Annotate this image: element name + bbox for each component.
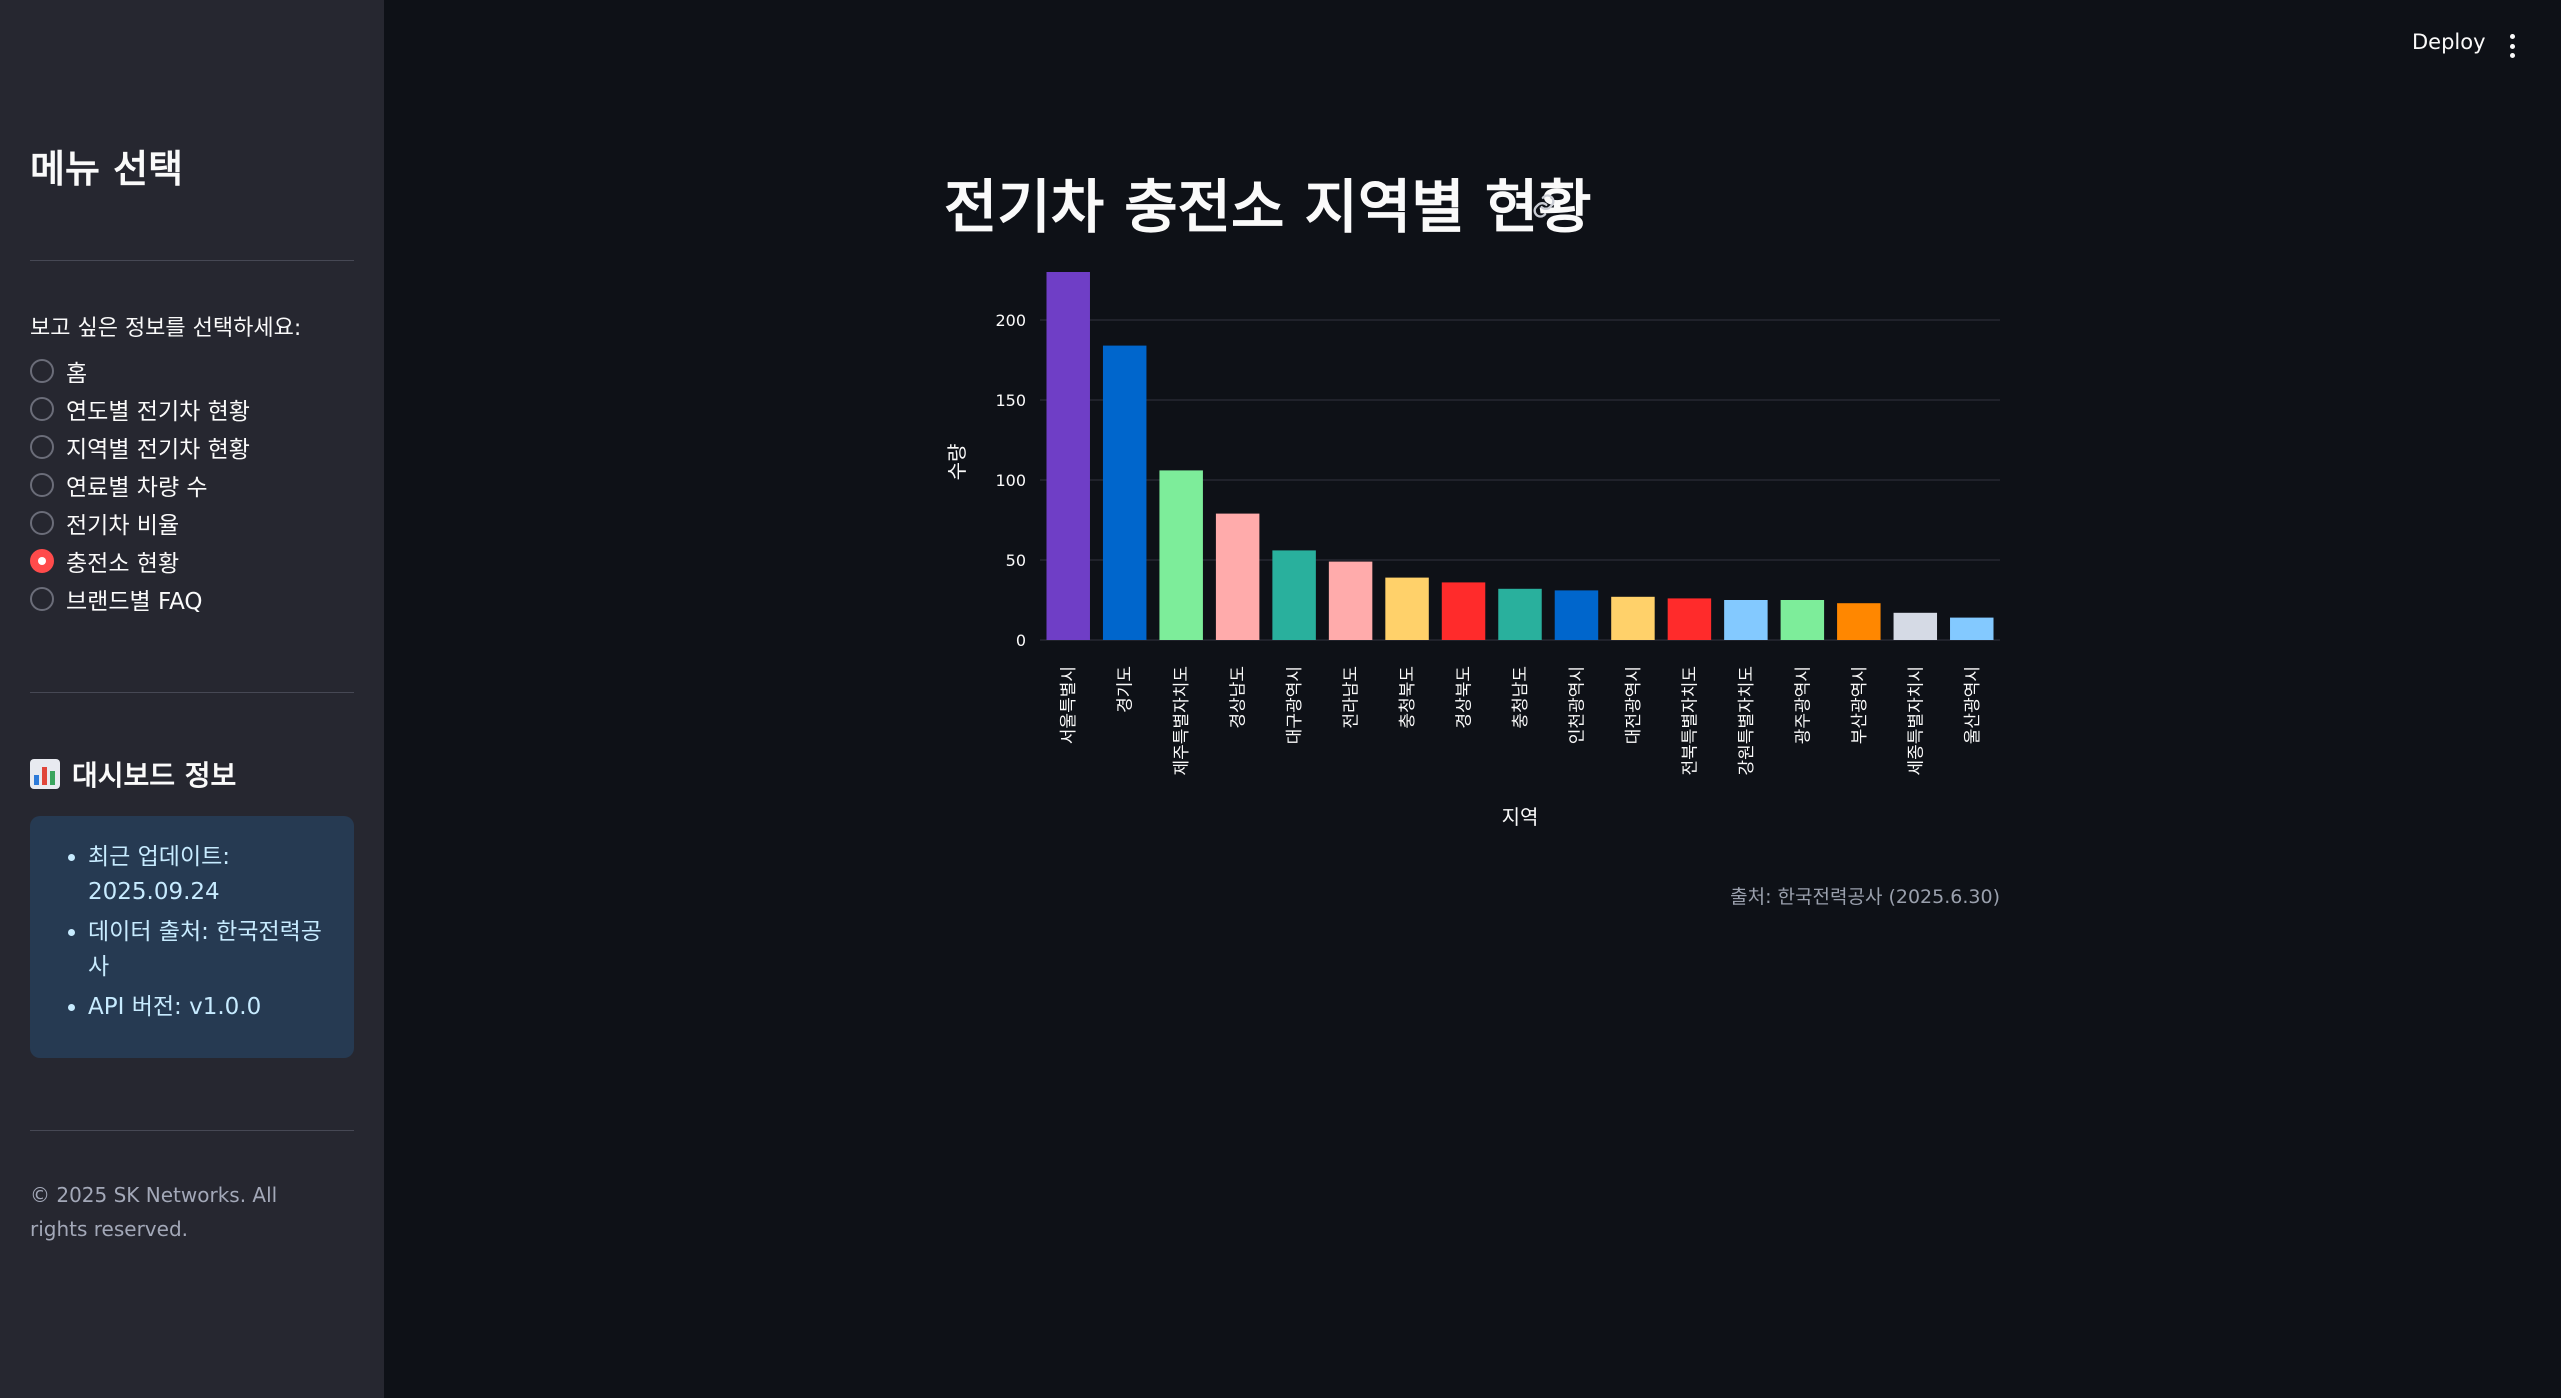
x-tick-label: 울산광역시 <box>1963 666 1983 744</box>
bar <box>1611 596 1655 640</box>
x-tick-label: 대전광역시 <box>1624 666 1644 744</box>
copyright-footer: © 2025 SK Networks. All rights reserved. <box>30 1183 278 1241</box>
x-tick-label: 대구광역시 <box>1285 666 1305 744</box>
info-item: 데이터 출처: 한국전력공사 <box>88 915 334 985</box>
x-tick-label: 전라남도 <box>1342 666 1362 729</box>
y-tick-label: 150 <box>995 391 1026 410</box>
menu-option[interactable]: 연료별 차량 수 <box>30 466 250 504</box>
x-tick-label: 부산광역시 <box>1850 666 1870 744</box>
radio-button[interactable] <box>30 587 54 611</box>
bar <box>1724 600 1768 640</box>
x-tick-label: 충청남도 <box>1511 666 1531 729</box>
radio-button[interactable] <box>30 511 54 535</box>
menu-option-label: 연도별 전기차 현황 <box>66 399 250 425</box>
sidebar-divider <box>30 260 354 261</box>
menu-option[interactable]: 충전소 현황 <box>30 542 250 580</box>
dashboard-info-title-text: 대시보드 정보 <box>72 759 237 792</box>
radio-button[interactable] <box>30 397 54 421</box>
y-tick-label: 0 <box>1016 631 1026 650</box>
info-item: 최근 업데이트: 2025.09.24 <box>88 840 334 910</box>
x-axis-label: 지역 <box>1502 805 1539 829</box>
dashboard-info-title: 대시보드 정보 <box>30 754 236 794</box>
bar <box>1554 590 1599 640</box>
link-icon[interactable] <box>1530 192 1558 220</box>
menu-option-label: 브랜드별 FAQ <box>66 589 203 615</box>
sidebar-divider <box>30 1130 354 1131</box>
x-tick-label: 서울특별시 <box>1059 666 1079 744</box>
bar <box>1102 345 1147 640</box>
radio-group-label: 보고 싶은 정보를 선택하세요: <box>30 316 302 341</box>
x-tick-label: 세종특별자치시 <box>1906 666 1926 775</box>
bar-chart-icon <box>30 759 60 789</box>
x-tick-label: 강원특별자치도 <box>1737 666 1757 775</box>
x-tick-label: 광주광역시 <box>1793 666 1813 744</box>
x-tick-label: 경상북도 <box>1455 666 1475 729</box>
menu-option[interactable]: 연도별 전기차 현황 <box>30 390 250 428</box>
bar <box>1385 577 1429 640</box>
page-title: 전기차 충전소 지역별 현황 <box>944 173 1592 241</box>
x-tick-label: 인천광역시 <box>1567 666 1587 744</box>
bar-chart: 0 50 100 150 200 서울특별시 경기도 제주특별자치도 경상남도 대구광역시 전라남도… <box>945 272 2000 829</box>
deploy-button[interactable]: Deploy <box>2412 30 2486 54</box>
bar <box>1893 612 1938 640</box>
source-caption: 출처: 한국전력공사 (2025.6.30) <box>1730 886 2000 908</box>
bar <box>1667 598 1712 640</box>
bar <box>1046 272 1090 640</box>
sidebar-divider <box>30 692 354 693</box>
radio-button[interactable] <box>30 473 54 497</box>
menu-option[interactable]: 홈 <box>30 352 250 390</box>
x-tick-label: 전북특별자치도 <box>1680 666 1700 775</box>
menu-option-label: 지역별 전기차 현황 <box>66 437 250 463</box>
bar <box>1272 550 1316 640</box>
radio-button[interactable] <box>30 435 54 459</box>
bar <box>1328 561 1373 640</box>
bar <box>1780 600 1825 640</box>
y-tick-label: 100 <box>995 471 1026 490</box>
info-item: API 버전: v1.0.0 <box>88 990 334 1025</box>
radio-button[interactable] <box>30 359 54 383</box>
menu-option[interactable]: 지역별 전기차 현황 <box>30 428 250 466</box>
bar <box>1441 582 1486 640</box>
bar <box>1159 470 1203 640</box>
kebab-menu-icon[interactable] <box>2506 34 2518 58</box>
menu-option-label: 연료별 차량 수 <box>66 475 208 501</box>
x-tick-label: 충청북도 <box>1398 666 1418 729</box>
y-tick-label: 200 <box>995 311 1026 330</box>
radio-button[interactable] <box>30 549 54 573</box>
menu-option-label: 홈 <box>66 361 88 387</box>
menu-option[interactable]: 브랜드별 FAQ <box>30 580 250 618</box>
menu-option-label: 충전소 현황 <box>66 551 180 577</box>
bar <box>1215 513 1260 640</box>
sidebar-title: 메뉴 선택 <box>30 147 184 191</box>
dashboard-info-box: 최근 업데이트: 2025.09.24데이터 출처: 한국전력공사 API 버전:… <box>30 816 354 1058</box>
bar <box>1837 603 1881 640</box>
x-tick-label: 경상남도 <box>1229 666 1249 729</box>
x-tick-label: 경기도 <box>1116 666 1136 713</box>
menu-option-label: 전기차 비율 <box>66 513 180 539</box>
x-tick-label: 제주특별자치도 <box>1172 666 1192 775</box>
y-axis-label: 수량 <box>945 444 969 481</box>
y-tick-label: 50 <box>1006 551 1026 570</box>
bar <box>1950 617 1994 640</box>
menu-option[interactable]: 전기차 비율 <box>30 504 250 542</box>
bar <box>1498 588 1542 640</box>
